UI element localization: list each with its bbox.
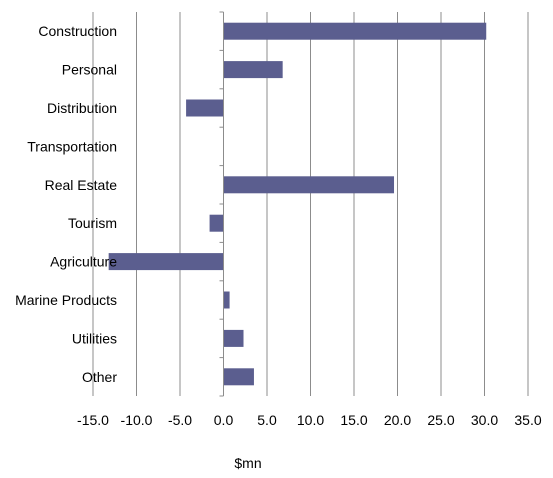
tick-label: -15.0 <box>77 412 109 428</box>
category-label: Other <box>82 369 117 385</box>
tick-label: -10.0 <box>121 412 153 428</box>
bar <box>223 329 244 347</box>
tick-label: 20.0 <box>384 412 411 428</box>
tick-label: 5.0 <box>257 412 277 428</box>
category-label: Personal <box>62 62 117 78</box>
bar <box>223 176 395 194</box>
tick-label: 0.0 <box>214 412 234 428</box>
value-axis <box>219 11 224 397</box>
category-label: Construction <box>38 23 117 39</box>
bars <box>108 22 487 386</box>
gridlines <box>92 12 529 396</box>
tick-label: 35.0 <box>514 412 541 428</box>
bar <box>223 22 487 40</box>
tick-label: 25.0 <box>427 412 454 428</box>
category-labels: Construction Personal Distribution Transpor… <box>15 23 117 385</box>
category-label: Distribution <box>47 100 117 116</box>
tick-label: 30.0 <box>471 412 498 428</box>
bar <box>209 214 224 232</box>
category-label: Utilities <box>72 330 117 346</box>
category-label: Marine Products <box>15 292 117 308</box>
bar <box>223 61 283 79</box>
bar <box>186 99 224 117</box>
tick-labels: -15.0 -10.0 -5.0 0.0 5.0 10.0 15.0 20.0 25.0 30.0… <box>77 412 542 428</box>
bar <box>223 368 254 386</box>
category-label: Real Estate <box>45 177 118 193</box>
bar <box>108 253 224 271</box>
tick-label: 10.0 <box>297 412 324 428</box>
tick-label: -5.0 <box>168 412 192 428</box>
bar <box>223 291 230 309</box>
category-label: Tourism <box>68 215 117 231</box>
x-axis-title: $mn <box>234 455 261 471</box>
tick-label: 15.0 <box>340 412 367 428</box>
category-label: Agriculture <box>50 254 117 270</box>
category-label: Transportation <box>27 138 117 154</box>
